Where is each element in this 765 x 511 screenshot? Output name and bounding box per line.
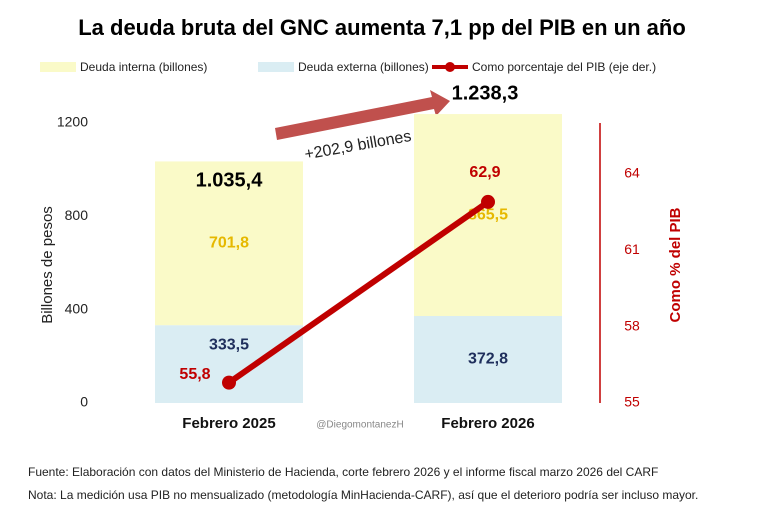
y-axis-label: Billones de pesos	[39, 206, 56, 324]
y2-tick-label: 61	[624, 241, 640, 257]
legend-swatch	[445, 62, 455, 72]
data-label: 701,8	[209, 235, 249, 252]
data-label: 55,8	[179, 366, 210, 383]
x-tick-label: Febrero 2026	[441, 415, 534, 432]
y2-tick-label: 58	[624, 317, 640, 333]
legend-label: Como porcentaje del PIB (eje der.)	[472, 60, 656, 74]
line-point	[481, 194, 495, 209]
total-label: 1.238,3	[452, 82, 519, 104]
y2-axis-label: Como % del PIB	[667, 207, 684, 322]
bar-segment	[155, 325, 303, 403]
method-note: Nota: La medición usa PIB no mensualizad…	[28, 488, 698, 502]
y-tick-label: 1200	[57, 114, 88, 130]
bar-segment	[414, 316, 562, 403]
watermark: @DiegomontanezH	[316, 420, 403, 431]
legend-swatch	[258, 62, 294, 72]
line-point	[222, 375, 236, 390]
y2-tick-label: 55	[624, 394, 640, 410]
line-series	[227, 199, 490, 386]
bar-segment	[155, 161, 303, 326]
data-label: 333,5	[209, 336, 249, 353]
x-tick-label: Febrero 2025	[182, 415, 275, 432]
y-tick-label: 800	[65, 207, 89, 223]
chart-title: La deuda bruta del GNC aumenta 7,1 pp de…	[78, 15, 686, 40]
y-tick-label: 400	[65, 300, 89, 316]
total-label: 1.035,4	[196, 170, 264, 192]
legend-label: Deuda interna (billones)	[80, 60, 207, 74]
y2-tick-label: 64	[624, 165, 640, 181]
source-note: Fuente: Elaboración con datos del Minist…	[28, 465, 658, 479]
y-tick-label: 0	[80, 394, 88, 410]
data-label: 62,9	[469, 164, 500, 181]
data-label: 372,8	[468, 351, 508, 368]
growth-arrow	[275, 90, 450, 140]
legend-label: Deuda externa (billones)	[298, 60, 429, 74]
bar-segment	[414, 114, 562, 317]
legend-swatch	[40, 62, 76, 72]
